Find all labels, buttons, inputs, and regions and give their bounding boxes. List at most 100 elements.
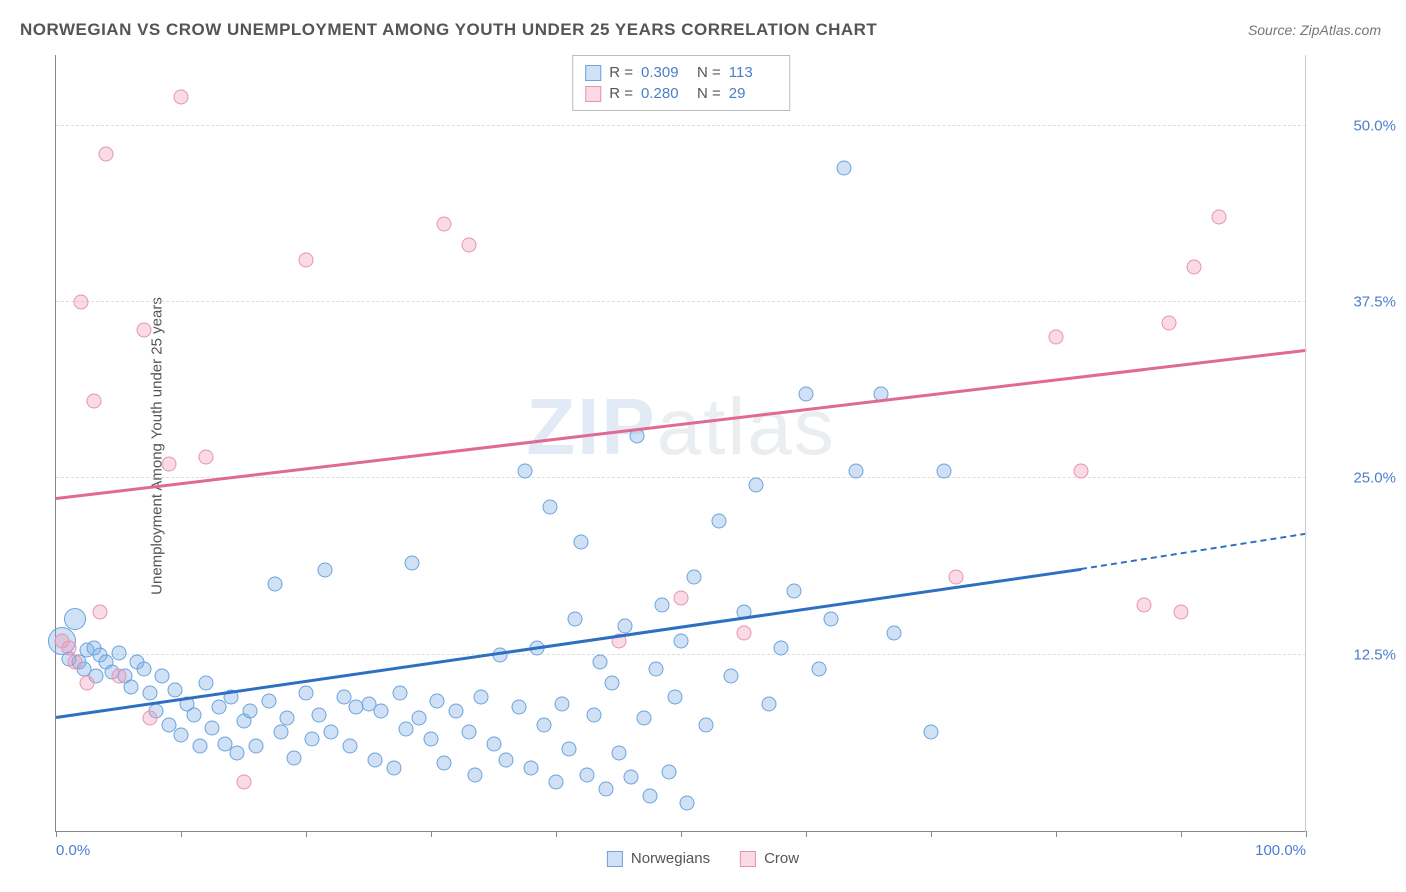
stats-N-label: N = <box>697 64 721 81</box>
stats-N-label: N = <box>697 85 721 102</box>
data-point <box>374 704 389 719</box>
ytick-label: 50.0% <box>1316 117 1396 134</box>
data-point <box>649 661 664 676</box>
data-point <box>142 685 157 700</box>
data-point <box>561 742 576 757</box>
data-point <box>236 774 251 789</box>
data-point <box>64 608 86 630</box>
data-point <box>161 457 176 472</box>
data-point <box>174 728 189 743</box>
data-point <box>242 704 257 719</box>
data-point <box>192 739 207 754</box>
xtick <box>556 831 557 837</box>
xtick <box>1306 831 1307 837</box>
data-point <box>724 668 739 683</box>
swatch-icon <box>585 65 601 81</box>
data-point <box>736 626 751 641</box>
data-point <box>136 323 151 338</box>
stats-R-value: 0.280 <box>641 85 689 102</box>
data-point <box>1174 605 1189 620</box>
data-point <box>174 90 189 105</box>
stats-row: R = 0.309 N = 113 <box>585 62 777 83</box>
stats-R-value: 0.309 <box>641 64 689 81</box>
data-point <box>811 661 826 676</box>
data-point <box>61 640 76 655</box>
data-point <box>267 577 282 592</box>
gridline <box>56 654 1306 655</box>
data-point <box>230 746 245 761</box>
data-point <box>299 685 314 700</box>
xtick <box>181 831 182 837</box>
chart-container: NORWEGIAN VS CROW UNEMPLOYMENT AMONG YOU… <box>0 0 1406 892</box>
data-point <box>461 725 476 740</box>
data-point <box>574 534 589 549</box>
xtick <box>931 831 932 837</box>
watermark-big: ZIP <box>526 382 656 471</box>
data-point <box>1211 210 1226 225</box>
trend-line <box>1081 533 1306 570</box>
data-point <box>761 697 776 712</box>
data-point <box>311 708 326 723</box>
data-point <box>774 640 789 655</box>
gridline <box>56 125 1306 126</box>
data-point <box>549 774 564 789</box>
data-point <box>667 689 682 704</box>
data-point <box>586 708 601 723</box>
data-point <box>711 513 726 528</box>
swatch-icon <box>607 851 623 867</box>
data-point <box>1049 330 1064 345</box>
data-point <box>605 675 620 690</box>
stats-R-label: R = <box>609 64 633 81</box>
ytick-label: 25.0% <box>1316 470 1396 487</box>
stats-N-value: 29 <box>729 85 777 102</box>
data-point <box>99 146 114 161</box>
data-point <box>924 725 939 740</box>
ytick-label: 37.5% <box>1316 293 1396 310</box>
data-point <box>580 767 595 782</box>
data-point <box>111 646 126 661</box>
data-point <box>449 704 464 719</box>
data-point <box>286 750 301 765</box>
data-point <box>86 393 101 408</box>
data-point <box>661 764 676 779</box>
data-point <box>67 654 82 669</box>
data-point <box>436 217 451 232</box>
data-point <box>386 760 401 775</box>
data-point <box>274 725 289 740</box>
gridline <box>56 301 1306 302</box>
data-point <box>655 598 670 613</box>
data-point <box>680 795 695 810</box>
data-point <box>167 682 182 697</box>
xtick <box>681 831 682 837</box>
data-point <box>461 238 476 253</box>
swatch-icon <box>585 86 601 102</box>
data-point <box>155 668 170 683</box>
chart-title: NORWEGIAN VS CROW UNEMPLOYMENT AMONG YOU… <box>20 20 877 40</box>
data-point <box>786 584 801 599</box>
data-point <box>886 626 901 641</box>
data-point <box>592 654 607 669</box>
data-point <box>317 562 332 577</box>
data-point <box>92 605 107 620</box>
data-point <box>299 252 314 267</box>
right-border <box>1305 55 1306 832</box>
xtick-label: 100.0% <box>1255 842 1306 859</box>
xtick-label: 0.0% <box>56 842 90 859</box>
data-point <box>367 753 382 768</box>
stats-R-label: R = <box>609 85 633 102</box>
xtick <box>806 831 807 837</box>
legend-label: Norwegians <box>631 850 710 867</box>
data-point <box>111 668 126 683</box>
data-point <box>424 732 439 747</box>
data-point <box>936 464 951 479</box>
data-point <box>280 711 295 726</box>
stats-row: R = 0.280 N = 29 <box>585 83 777 104</box>
data-point <box>249 739 264 754</box>
data-point <box>536 718 551 733</box>
data-point <box>342 739 357 754</box>
data-point <box>1186 259 1201 274</box>
xtick <box>56 831 57 837</box>
data-point <box>474 689 489 704</box>
data-point <box>1136 598 1151 613</box>
data-point <box>261 694 276 709</box>
